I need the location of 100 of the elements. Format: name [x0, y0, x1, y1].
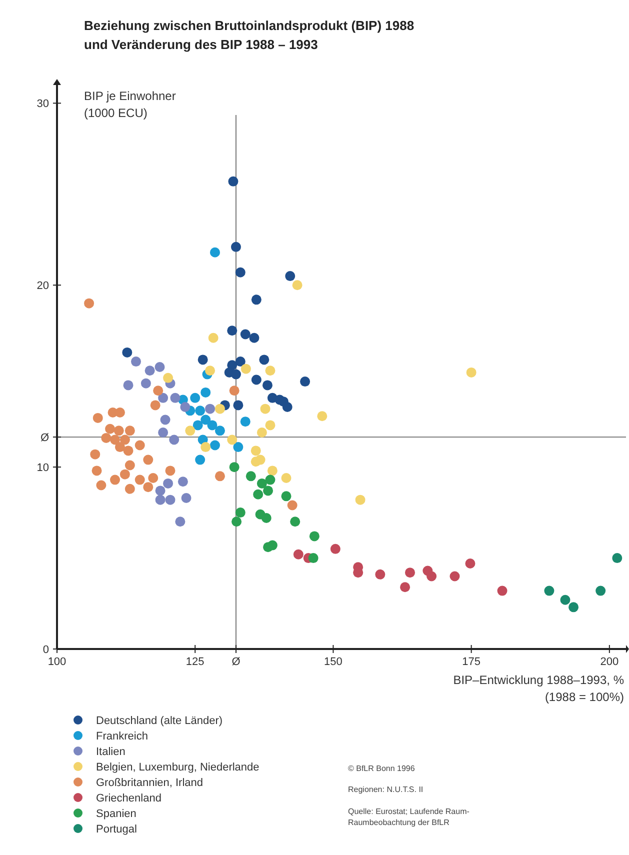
point: [124, 426, 135, 436]
point: [200, 442, 211, 452]
point: [227, 326, 238, 336]
x-tick-label: Ø: [232, 656, 241, 668]
point: [250, 456, 261, 467]
legend-label: Spanien: [96, 808, 136, 820]
point: [233, 442, 244, 452]
point: [124, 484, 135, 494]
point: [96, 480, 106, 490]
point: [240, 364, 251, 374]
point: [235, 356, 246, 367]
point: [230, 369, 241, 380]
x-tick-label: 200: [600, 656, 619, 668]
point: [205, 366, 216, 376]
point: [192, 420, 203, 430]
legend-label: Deutschland (alte Länder): [96, 715, 223, 727]
point: [120, 469, 130, 480]
point: [265, 366, 276, 376]
point: [158, 392, 168, 403]
point: [198, 354, 208, 365]
point: [92, 412, 103, 423]
point: [240, 416, 250, 427]
point: [163, 372, 174, 383]
point: [278, 396, 288, 407]
legend-label: Griechenland: [96, 792, 162, 804]
point: [450, 571, 460, 582]
point: [155, 486, 166, 496]
point: [287, 500, 298, 510]
point: [105, 424, 116, 434]
point: [251, 294, 262, 305]
point: [169, 434, 180, 445]
point: [246, 471, 256, 482]
point: [355, 494, 366, 505]
point: [281, 491, 292, 502]
point: [190, 392, 200, 403]
point: [240, 329, 250, 340]
y-axis-title: BIP je Einwohner (1000 ECU): [84, 89, 176, 120]
point: [233, 400, 244, 410]
point: [205, 404, 216, 414]
point: [230, 242, 241, 252]
point: [293, 549, 304, 560]
point: [596, 586, 606, 596]
point: [207, 420, 218, 430]
point: [229, 462, 240, 472]
x-tick-label: 100: [48, 656, 66, 668]
point: [214, 426, 225, 436]
point: [155, 494, 166, 505]
point: [426, 571, 437, 582]
point: [114, 407, 125, 418]
point: [267, 466, 278, 476]
point: [265, 474, 276, 485]
point: [208, 332, 218, 343]
legend-label: Frankreich: [96, 730, 148, 742]
legend-label: Belgien, Luxemburg, Niederlande: [96, 762, 260, 774]
text: Regionen: N.U.T.S. II: [348, 785, 424, 794]
point: [227, 434, 238, 445]
point: [251, 374, 262, 385]
point: [110, 434, 120, 445]
point: [290, 516, 300, 527]
point: [262, 380, 272, 390]
point: [160, 414, 170, 425]
point: [195, 406, 206, 416]
point: [123, 446, 134, 456]
point: [214, 404, 225, 414]
point: [165, 494, 176, 505]
y-tick-label: 10: [36, 462, 49, 474]
legend-label: Großbritannien, Irland: [96, 777, 203, 789]
point: [185, 426, 196, 436]
x-axis-title: BIP–Entwicklung 1988–1993, % (1988 = 100%): [453, 673, 624, 704]
point: [568, 602, 579, 612]
point: [122, 347, 132, 358]
point: [285, 271, 296, 282]
point: [134, 474, 145, 485]
legend-label: Italien: [96, 746, 126, 758]
point: [143, 454, 154, 465]
point: [153, 386, 164, 396]
point: [175, 516, 186, 527]
point: [134, 440, 145, 450]
point: [249, 332, 260, 343]
point: [154, 362, 165, 372]
point: [92, 466, 102, 476]
point: [180, 402, 190, 412]
point: [150, 400, 160, 410]
point: [317, 411, 328, 422]
point: [214, 471, 225, 482]
point: [144, 366, 155, 376]
point: [465, 558, 476, 568]
point: [148, 472, 158, 483]
point: [178, 476, 188, 487]
point: [560, 594, 570, 605]
point: [114, 426, 124, 436]
point: [110, 474, 120, 485]
point: [170, 392, 180, 403]
legend-label: Portugal: [96, 824, 137, 836]
point: [229, 386, 240, 396]
point: [544, 586, 554, 596]
point: [200, 414, 211, 425]
point: [120, 434, 130, 445]
point: [265, 420, 276, 430]
point: [300, 376, 310, 387]
